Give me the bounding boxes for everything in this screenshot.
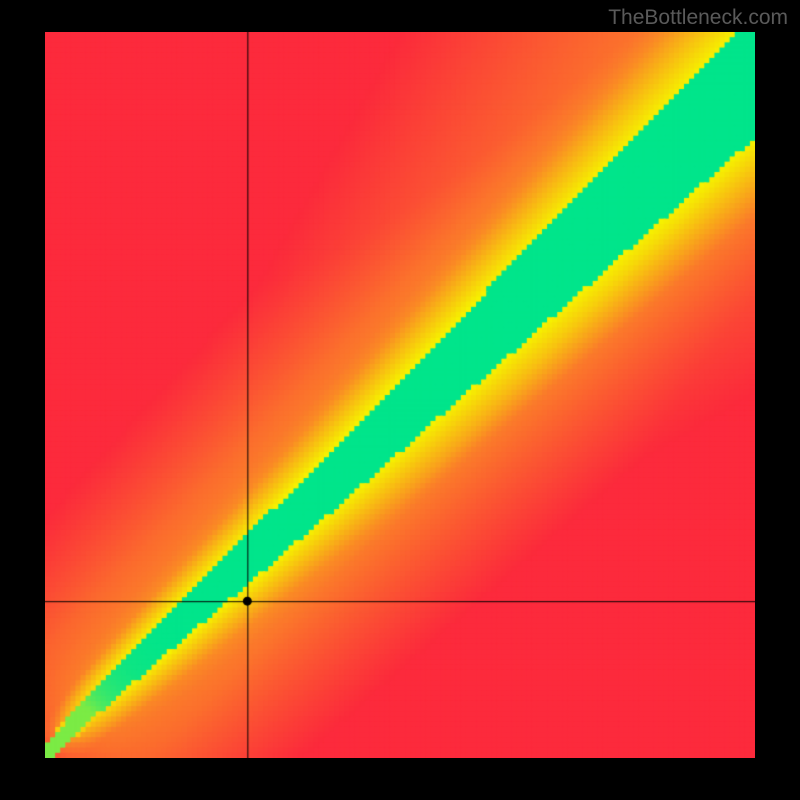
chart-container: TheBottleneck.com <box>0 0 800 800</box>
crosshair-overlay <box>45 32 755 758</box>
watermark-text: TheBottleneck.com <box>608 6 788 30</box>
